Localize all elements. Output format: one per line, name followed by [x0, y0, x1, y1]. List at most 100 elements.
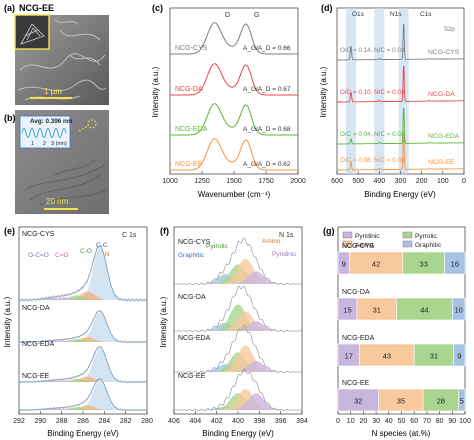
panel-f-xtick-label: 404 — [189, 418, 201, 425]
panel-c-xtick-label: 1250 — [194, 178, 210, 185]
panel-e-comp-co: C-O — [80, 248, 92, 255]
panel-d-labels: NCG-CYS O/C = 0.14, N/C = 0.03 NCG-DA O/C =… — [340, 47, 460, 166]
n1s-raw-line — [174, 285, 302, 332]
xps-survey-line — [337, 23, 464, 61]
tem-texture — [24, 159, 107, 206]
bar-value-label: 44 — [420, 306, 428, 315]
c1s-envelope — [19, 310, 147, 343]
panel-g-xtick-label: 40 — [385, 418, 393, 425]
legend-swatch-amino — [342, 240, 353, 248]
xps-survey-name: NCG-EDA — [428, 133, 460, 140]
panel-f-xtick-label: 398 — [253, 418, 265, 425]
sem-texture — [17, 19, 107, 101]
bar-value-label: 9 — [342, 260, 346, 269]
raman-series-line — [170, 103, 298, 136]
panel-f-comp-graphitic: Graphitic — [178, 252, 205, 259]
panel-g-bars: NCG-CYS 9 42 33 16 NCG-DA 15 31 44 10 NCG-EDA 17 43 3… — [337, 243, 466, 412]
legend-swatch-pyrrolic — [402, 231, 413, 239]
xps-survey-ratio: O/C = 0.10, N/C = 0.03 — [340, 89, 405, 96]
n1s-raw-line — [174, 368, 302, 412]
panel-e-xtick-label: 280 — [141, 418, 153, 425]
panel-d-xtick-label: 500 — [352, 178, 364, 185]
panel-e-comp-oco: O-C=O — [28, 252, 49, 259]
c1s-raw-line — [18, 345, 148, 384]
panel-f-xtick-label: 394 — [296, 418, 308, 425]
panel-d-xtick-label: 600 — [331, 178, 343, 185]
panel-g-xtick-label: 60 — [410, 418, 418, 425]
raman-series-line — [170, 22, 298, 55]
panel-f-ticks: 406 404 402 400 398 396 394 — [168, 411, 308, 425]
panel-c-xtick-label: 2000 — [290, 178, 306, 185]
panel-d-xtick-label: 400 — [373, 178, 385, 185]
panel-b-scale-text: 20 nm — [46, 197, 69, 206]
panel-c-ylabel: Intensity (a.u.) — [151, 66, 160, 117]
panel-c-peak-d: D — [225, 12, 230, 19]
legend-label-pyridinic: Pyridinic — [355, 233, 380, 240]
bar-category-label: NCG-CYS — [342, 243, 375, 250]
c1s-co-component — [19, 295, 147, 300]
panel-e-xtick-label: 286 — [77, 418, 89, 425]
legend-label-amino: Amino — [355, 242, 374, 249]
bar-segment-graphitic — [458, 388, 466, 412]
c1s-cc-fill — [19, 312, 147, 342]
n1s-series-name: NCG-EE — [178, 373, 206, 380]
c1s-oco-component — [19, 408, 147, 410]
c1s-oco-component — [19, 340, 147, 342]
panel-e: (e) Intensity (a.u.) Binding Energy (eV)… — [3, 226, 153, 438]
xps-survey-ratio: O/C = 0.04, N/C = 0.03 — [340, 131, 405, 138]
panel-g-legend: Pyridinic Pyrrolic Amino Graphitic — [342, 231, 442, 249]
panel-e-xlabel: Binding Energy (eV) — [47, 429, 119, 438]
leaf-micrograph-icon — [20, 23, 45, 45]
panel-f-ylabel: Intensity (a.u.) — [159, 296, 168, 347]
tem-inset-tick-3: 3 (nm) — [51, 141, 67, 147]
panel-c-xtick-label: 1500 — [226, 178, 242, 185]
panel-f-letter: (f) — [160, 226, 169, 236]
panel-f-xtick-label: 396 — [275, 418, 287, 425]
c1s-cn-component — [19, 337, 147, 342]
n1s-amino-component — [174, 311, 302, 331]
xps-survey-line — [337, 133, 464, 171]
panel-d-band-c1s — [398, 8, 409, 174]
xps-survey-line — [337, 107, 464, 145]
panel-e-xtick-label: 288 — [56, 418, 68, 425]
panel-a-sample-label: NCG-EE — [19, 3, 54, 13]
bar-value-label: 28 — [437, 397, 445, 406]
panel-g-xtick-label: 30 — [372, 418, 380, 425]
bar-segment-graphitic — [453, 343, 466, 367]
xps-survey-name: NCG-EE — [428, 159, 455, 166]
bar-value-label: 10 — [454, 306, 462, 315]
xps-survey-name: NCG-CYS — [428, 49, 460, 56]
panel-f-comp-pyrrolic: Pyrrolic — [206, 243, 228, 250]
panel-c-labels: NCG-CYS A_G/A_D = 0.66 NCG-DA A_G/A_D = 0.6… — [175, 45, 291, 168]
panel-g-xlabel: N species (at.%) — [372, 429, 431, 438]
panel-g-xtick-label: 0 — [336, 418, 340, 425]
panel-f-xtick-label: 406 — [168, 418, 180, 425]
bar-value-label: 35 — [397, 397, 405, 406]
raman-series-ratio: A_G/A_D = 0.67 — [243, 86, 291, 93]
raman-series-line — [170, 138, 298, 171]
panel-e-ylabel: Intensity (a.u.) — [3, 296, 12, 347]
raman-series-name: NCG-DA — [175, 86, 203, 93]
c1s-series-name: NCG-EDA — [22, 341, 55, 348]
panel-c-xtick-label: 1750 — [258, 178, 274, 185]
panel-d-s2p: S2p — [444, 27, 455, 33]
bar-value-label: 31 — [430, 352, 438, 361]
bar-value-label: 42 — [372, 260, 380, 269]
n1s-raw-line — [174, 324, 302, 374]
xps-survey-line — [337, 65, 464, 103]
panel-f-comp-amino: Amino — [262, 238, 281, 245]
n1s-series-name: NCG-DA — [178, 294, 206, 301]
panel-e-xtick-label: 290 — [34, 418, 46, 425]
panel-g-letter: (g) — [323, 226, 335, 236]
sem-inset — [14, 14, 50, 50]
panel-c-ticks: 1000 1250 1500 1750 2000 — [162, 171, 306, 185]
bar-value-label: 5 — [460, 397, 464, 406]
panel-d-n1s: N1s — [390, 11, 402, 18]
panel-f-xtick-label: 400 — [232, 418, 244, 425]
n1s-series-name: NCG-EDA — [178, 335, 211, 342]
panel-f: (f) Intensity (a.u.) Binding Energy (eV)… — [159, 226, 308, 438]
panel-d-band-n1s — [374, 8, 385, 174]
bar-category-label: NCG-EE — [342, 380, 370, 387]
panel-g-xtick-label: 20 — [360, 418, 368, 425]
tem-inset-avg: Avg: 0.396 nm — [30, 118, 73, 125]
